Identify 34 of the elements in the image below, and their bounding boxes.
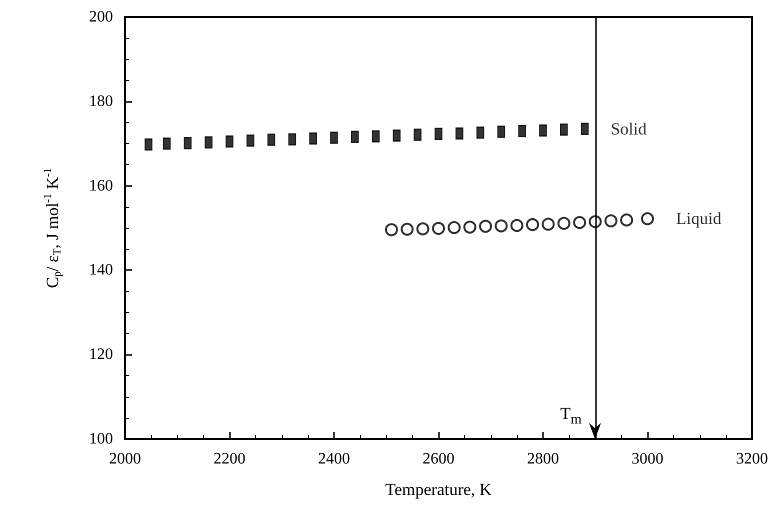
point (448, 221, 461, 234)
point (494, 219, 508, 232)
point (620, 213, 634, 226)
point (400, 222, 414, 236)
point (526, 218, 540, 232)
point (573, 216, 586, 230)
series-label: Solid (610, 119, 648, 138)
point (557, 216, 570, 230)
x-tick-label: 2800 (527, 450, 559, 468)
point (542, 218, 555, 231)
point (479, 220, 492, 233)
y-tick-label: 200 (89, 8, 113, 26)
point (384, 223, 398, 236)
point (432, 222, 445, 235)
point (510, 218, 524, 232)
point (604, 214, 618, 228)
point (463, 220, 476, 234)
x-tick-label: 3000 (632, 450, 664, 468)
x-tick-label: 2000 (109, 450, 141, 468)
x-tick-label: 2400 (318, 450, 350, 468)
point (641, 212, 654, 226)
y-tick-label: 160 (89, 177, 113, 194)
y-tick-label: 140 (89, 262, 113, 279)
ref-line-label: T$_{m}$ (560, 404, 582, 428)
x-axis-title: Temperature, K (385, 480, 492, 499)
point (416, 222, 430, 236)
x-tick-label: 2200 (214, 450, 246, 468)
series-label: Liquid (676, 209, 722, 228)
x-tick-label: 3200 (736, 450, 768, 468)
y-axis-title: Cp/ εT, J mol-1 K-1 (42, 168, 64, 288)
y-tick-label: 120 (89, 346, 113, 364)
x-tick-label: 2600 (422, 450, 454, 468)
y-tick-label: 100 (89, 430, 113, 448)
y-tick-label: 180 (89, 92, 113, 110)
